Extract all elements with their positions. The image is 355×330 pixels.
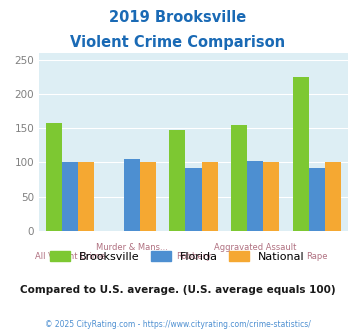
Bar (185, 168, 202, 231)
Text: Rape: Rape (306, 251, 328, 261)
Bar (247, 161, 263, 231)
Bar (62, 162, 78, 231)
Text: Murder & Mans...: Murder & Mans... (96, 243, 168, 252)
Text: All Violent Crime: All Violent Crime (35, 251, 105, 261)
Text: 2019 Brooksville: 2019 Brooksville (109, 10, 246, 25)
Text: Compared to U.S. average. (U.S. average equals 100): Compared to U.S. average. (U.S. average … (20, 285, 335, 295)
Bar (169, 130, 185, 231)
Text: Violent Crime Comparison: Violent Crime Comparison (70, 35, 285, 50)
Bar (140, 162, 156, 231)
Bar (231, 125, 247, 231)
Bar (202, 162, 218, 231)
Bar (263, 162, 279, 231)
Legend: Brooksville, Florida, National: Brooksville, Florida, National (46, 247, 309, 266)
Bar (124, 159, 140, 231)
Text: © 2025 CityRating.com - https://www.cityrating.com/crime-statistics/: © 2025 CityRating.com - https://www.city… (45, 320, 310, 329)
Text: Robbery: Robbery (176, 251, 211, 261)
Text: Aggravated Assault: Aggravated Assault (214, 243, 296, 252)
Bar (325, 162, 341, 231)
Bar (78, 162, 94, 231)
Bar (46, 123, 62, 231)
Bar (309, 168, 325, 231)
Bar (293, 77, 309, 231)
